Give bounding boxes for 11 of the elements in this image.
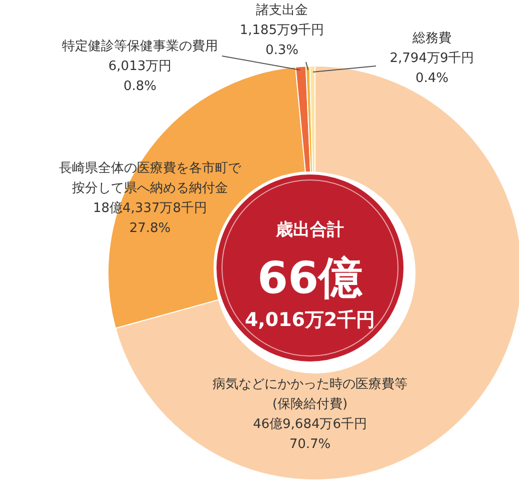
data-label: 1,185万9千円 0.3% bbox=[240, 23, 324, 58]
text: 4,016万2千円 bbox=[244, 309, 376, 331]
slice-label: 病気などにかかった時の医療費等(保険給付費) bbox=[212, 377, 408, 412]
data-label: 2,794万9千円 0.4% bbox=[390, 51, 474, 86]
slice-label: 総務費 bbox=[412, 31, 452, 46]
text: 歳出合計 bbox=[275, 220, 344, 240]
slice-label: 諸支出金 bbox=[256, 3, 308, 18]
slice-label: 特定健診等保健事業の費用 bbox=[62, 39, 218, 54]
data-label: 6,013万円 0.8% bbox=[108, 59, 172, 94]
data-label: 46億9,684万6千円 70.7% bbox=[252, 417, 368, 452]
text: 66億 bbox=[257, 253, 364, 304]
